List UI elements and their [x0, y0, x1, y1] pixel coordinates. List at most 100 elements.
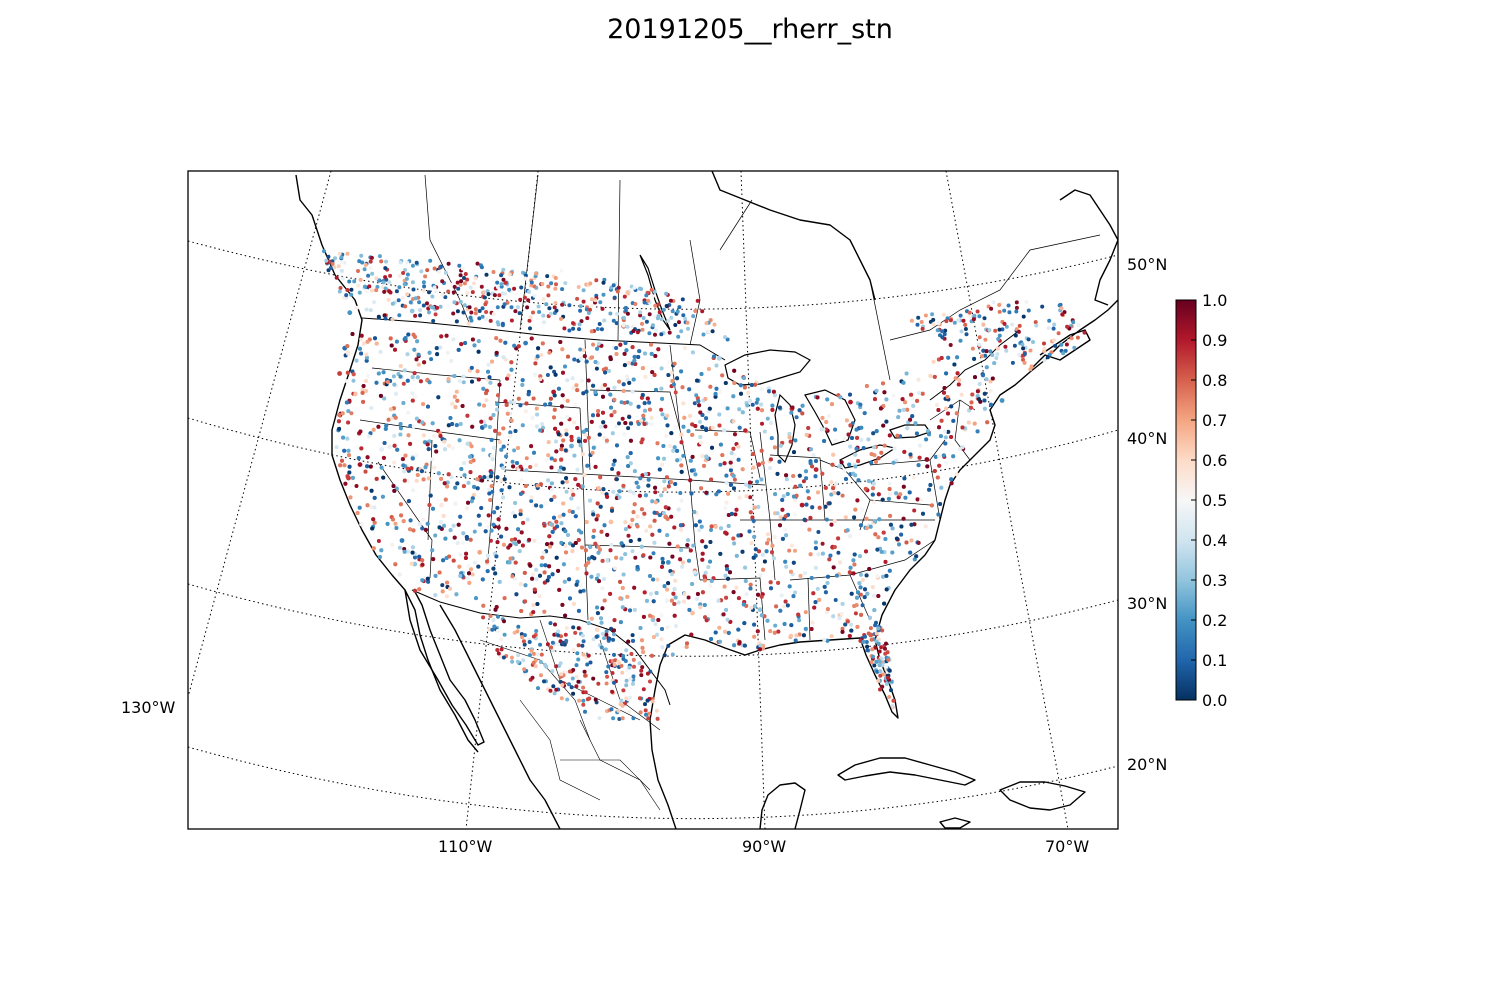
- station-point: [430, 457, 435, 462]
- station-point: [624, 696, 629, 701]
- station-point: [548, 544, 552, 549]
- station-point: [681, 424, 686, 429]
- station-point: [650, 699, 655, 704]
- station-point: [808, 515, 813, 520]
- station-point: [713, 394, 718, 399]
- station-point: [536, 304, 541, 309]
- station-point: [406, 433, 411, 438]
- station-point: [829, 522, 834, 527]
- station-point: [531, 610, 536, 615]
- station-point: [535, 483, 540, 488]
- station-point: [665, 516, 670, 521]
- station-point: [571, 691, 576, 696]
- station-point: [367, 284, 372, 289]
- station-point: [520, 423, 525, 428]
- map-title: 20191205__rherr_stn: [607, 14, 893, 45]
- station-point: [451, 523, 456, 528]
- station-point: [490, 457, 495, 462]
- station-point: [522, 633, 527, 638]
- station-point: [1076, 322, 1081, 327]
- station-point: [396, 298, 401, 303]
- station-point: [427, 439, 432, 444]
- station-point: [653, 485, 658, 490]
- station-point: [529, 444, 534, 449]
- station-point: [740, 467, 745, 472]
- station-point: [778, 608, 783, 613]
- station-point: [703, 570, 708, 575]
- station-point: [529, 648, 534, 653]
- station-point: [823, 504, 828, 509]
- station-point: [548, 365, 553, 370]
- station-point: [535, 354, 540, 359]
- station-point: [751, 555, 756, 560]
- station-point: [853, 464, 858, 469]
- station-point: [383, 275, 388, 280]
- station-point: [690, 582, 695, 586]
- station-point: [912, 522, 917, 527]
- station-point: [960, 425, 965, 430]
- station-point: [848, 392, 852, 397]
- station-point: [783, 599, 788, 604]
- station-point: [863, 634, 867, 639]
- station-point: [635, 524, 640, 529]
- station-point: [475, 477, 480, 482]
- station-point: [421, 402, 426, 407]
- station-point: [534, 567, 539, 572]
- station-point: [856, 478, 861, 483]
- mexico-state-borders: [479, 619, 661, 811]
- station-point: [553, 622, 557, 627]
- station-point: [867, 567, 872, 571]
- station-point: [719, 526, 723, 531]
- station-point: [437, 570, 442, 575]
- station-point: [430, 421, 435, 426]
- station-point: [794, 633, 799, 638]
- station-point: [685, 320, 690, 325]
- station-point: [654, 591, 659, 595]
- station-point: [481, 386, 486, 391]
- station-point: [355, 511, 360, 515]
- station-point: [825, 397, 830, 402]
- station-point: [751, 518, 756, 523]
- meridian-label-90w: 90°W: [742, 837, 786, 856]
- station-point: [814, 459, 818, 463]
- station-point: [654, 708, 659, 713]
- station-point: [789, 543, 794, 548]
- station-point: [944, 371, 949, 376]
- station-point: [351, 372, 356, 377]
- station-point: [408, 518, 413, 523]
- station-point: [679, 369, 684, 374]
- station-point: [836, 536, 841, 541]
- station-point: [625, 455, 630, 460]
- colorbar-tick-label: 1.0: [1202, 291, 1227, 310]
- station-point: [616, 471, 621, 476]
- station-point: [365, 503, 370, 508]
- station-point: [812, 605, 817, 610]
- station-point: [951, 454, 956, 459]
- station-point: [1082, 330, 1087, 335]
- station-point: [805, 489, 810, 494]
- station-point: [858, 592, 863, 597]
- station-point: [337, 426, 342, 431]
- station-point: [364, 389, 368, 393]
- station-point: [894, 458, 899, 463]
- station-point: [332, 265, 337, 270]
- station-point: [484, 391, 488, 396]
- station-point: [940, 329, 945, 334]
- station-point: [824, 610, 829, 615]
- station-point: [967, 313, 972, 318]
- station-point: [602, 383, 607, 387]
- cuba: [837, 757, 976, 786]
- station-point: [866, 631, 871, 636]
- station-point: [413, 395, 417, 399]
- station-point: [563, 364, 567, 369]
- station-point: [734, 507, 739, 512]
- station-point: [769, 420, 773, 425]
- station-point: [499, 282, 504, 287]
- station-point: [470, 424, 475, 429]
- station-point: [798, 573, 803, 578]
- station-point: [669, 431, 674, 436]
- station-point: [717, 423, 722, 428]
- station-point: [610, 508, 614, 513]
- pacific-coast: [295, 174, 479, 753]
- station-point: [343, 481, 348, 486]
